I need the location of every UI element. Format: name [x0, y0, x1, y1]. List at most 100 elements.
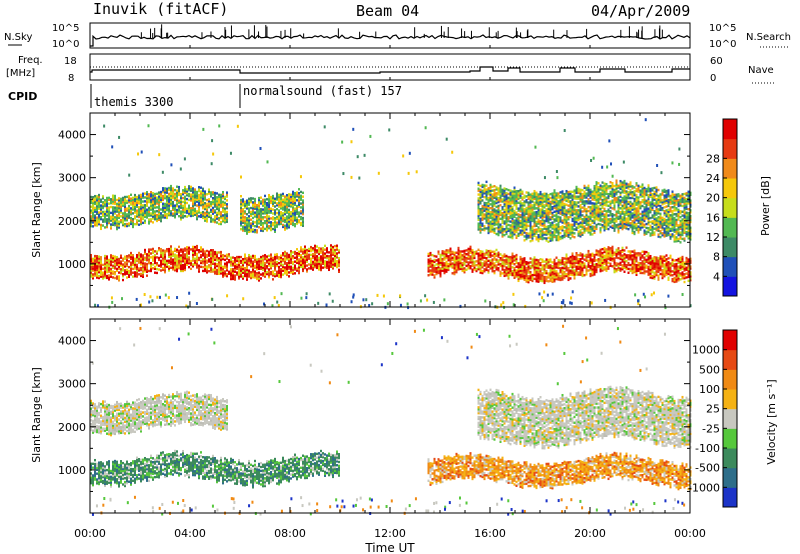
echo-cell	[579, 273, 582, 276]
echo-cell	[557, 276, 560, 279]
echo-cell	[250, 214, 252, 217]
echo-cell	[643, 264, 646, 267]
echo-cell	[579, 265, 582, 269]
echo-cell	[531, 227, 534, 230]
echo-cell	[170, 190, 172, 194]
echo-cell	[164, 267, 166, 270]
echo-cell	[176, 264, 178, 267]
echo-cell	[258, 218, 260, 221]
echo-cell	[202, 212, 204, 216]
echo-cell	[134, 259, 136, 262]
echo-cell	[136, 203, 138, 206]
echo-cell	[268, 207, 270, 210]
echo-cell	[507, 261, 510, 265]
echo-cell	[679, 266, 682, 269]
echo-cell	[230, 260, 232, 263]
echo-cell	[661, 263, 664, 266]
echo-cell	[274, 269, 276, 272]
echo-cell	[112, 223, 114, 227]
echo-cell	[561, 190, 564, 193]
echo-cell	[513, 227, 516, 230]
echo-cell	[244, 270, 246, 274]
echo-cell	[485, 180, 488, 184]
echo-cell	[567, 229, 570, 233]
echo-cell	[649, 276, 652, 279]
echo-cell	[256, 223, 258, 226]
echo-cell	[679, 262, 682, 266]
echo-cell	[507, 275, 510, 278]
echo-cell	[94, 270, 96, 273]
echo-cell	[214, 199, 216, 202]
echo-cell	[246, 278, 248, 281]
echo-cell	[118, 214, 120, 218]
echo-cell	[160, 269, 162, 272]
echo-cell	[134, 201, 136, 205]
echo-cell	[483, 268, 486, 271]
echo-cell	[501, 200, 504, 203]
echo-cell	[539, 275, 542, 278]
echo-cell	[535, 238, 538, 241]
echo-cell	[491, 201, 494, 204]
echo-cell	[254, 213, 256, 216]
echo-cell	[116, 206, 118, 209]
echo-cell	[541, 274, 544, 277]
echo-cell	[595, 249, 598, 252]
echo-cell	[507, 210, 510, 213]
echo-cell	[525, 210, 528, 214]
frequency-panel: Freq. [MHz] 18 8 60 0 Nave	[6, 53, 776, 84]
echo-cell	[108, 274, 110, 277]
echo-cell	[278, 222, 280, 226]
echo-cell	[268, 203, 270, 207]
echo-cell	[669, 254, 672, 258]
echo-cell	[561, 272, 564, 275]
echo-cell	[651, 276, 654, 280]
echo-cell	[160, 259, 162, 262]
echo-cell	[132, 208, 134, 211]
echo-cell	[437, 267, 440, 271]
echo-cell	[246, 201, 248, 204]
echo-cell	[334, 244, 336, 248]
echo-cell	[298, 267, 300, 271]
echo-cell	[567, 204, 570, 207]
echo-cell	[449, 259, 452, 262]
echo-cell	[148, 218, 150, 221]
echo-cell	[559, 191, 562, 194]
echo-cell	[104, 264, 106, 267]
echo-cell	[142, 204, 144, 207]
echo-cell	[573, 269, 576, 272]
echo-cell	[679, 272, 682, 275]
echo-cell	[523, 270, 526, 274]
echo-cell	[156, 262, 158, 265]
echo-cell	[607, 251, 610, 255]
echo-cell	[182, 267, 184, 271]
echo-cell	[561, 200, 564, 203]
echo-cell	[170, 184, 172, 188]
echo-cell	[210, 216, 212, 219]
echo-cell	[98, 263, 100, 266]
noise-right-tick-top: 10^5	[709, 23, 736, 34]
echo-cell	[134, 222, 136, 226]
echo-cell	[615, 264, 618, 267]
echo-cell	[272, 200, 274, 204]
echo-cell	[94, 214, 96, 217]
echo-cell	[266, 221, 268, 224]
echo-cell	[266, 261, 268, 264]
echo-cell	[461, 267, 464, 271]
echo-cell	[507, 271, 510, 274]
echo-cell	[134, 197, 136, 201]
echo-cell	[493, 231, 496, 234]
echo-cell	[629, 263, 632, 267]
echo-cell	[158, 206, 160, 210]
echo-cell	[336, 254, 338, 257]
echo-cell	[200, 186, 202, 189]
echo-cell	[427, 270, 430, 273]
echo-cell	[102, 214, 104, 218]
echo-cell	[619, 257, 622, 261]
echo-cell	[326, 254, 328, 258]
echo-cell	[519, 202, 522, 205]
echo-cell	[98, 219, 100, 222]
echo-cell	[174, 198, 176, 202]
echo-cell	[549, 208, 552, 211]
echo-cell	[184, 199, 186, 202]
echo-cell	[276, 207, 278, 211]
